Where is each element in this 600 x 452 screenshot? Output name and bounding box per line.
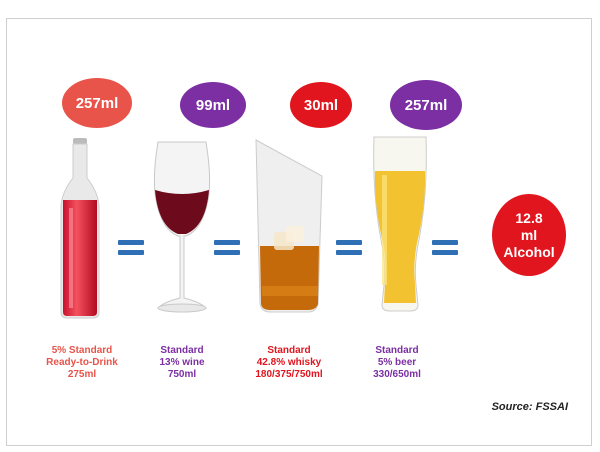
- equals-icon: [432, 240, 458, 260]
- equals-icon: [118, 240, 144, 260]
- rtd-bottle-icon: [60, 138, 100, 319]
- alcohol-result-circle: 12.8 ml Alcohol: [492, 194, 566, 276]
- beer-glass-icon: [373, 136, 427, 312]
- oval-beer-volume: 257ml: [390, 80, 462, 130]
- caption-beer: Standard 5% beer 330/650ml: [373, 345, 421, 380]
- equals-icon: [214, 240, 240, 260]
- oval-rtd-volume: 257ml: [62, 78, 132, 128]
- source-label: Source: FSSAI: [491, 401, 568, 413]
- oval-whisky-volume: 30ml: [290, 82, 352, 128]
- caption-rtd: 5% Standard Ready-to-Drink 275ml: [46, 345, 118, 380]
- caption-whisky: Standard 42.8% whisky 180/375/750ml: [255, 345, 323, 380]
- whisky-glass-icon: [255, 139, 323, 313]
- wine-glass-icon: [153, 141, 211, 313]
- equals-icon: [336, 240, 362, 260]
- oval-wine-volume: 99ml: [180, 82, 246, 128]
- caption-wine: Standard 13% wine 750ml: [159, 345, 205, 380]
